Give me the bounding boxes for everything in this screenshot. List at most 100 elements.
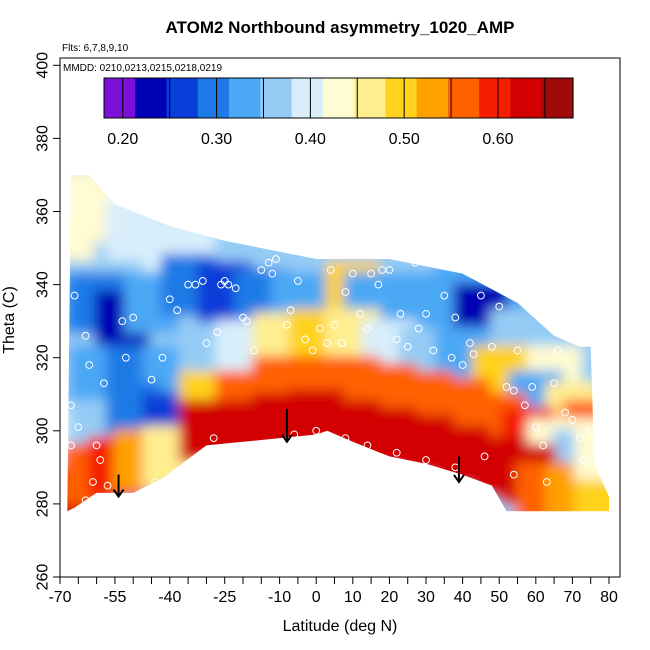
observation-point (341, 288, 350, 296)
observation-point (487, 342, 496, 351)
observation-point (308, 346, 317, 355)
observation-point (257, 266, 266, 274)
observation-point (579, 456, 588, 464)
observation-point (509, 470, 518, 479)
x-tick-label: -40 (158, 589, 181, 606)
observation-point (542, 478, 551, 486)
observation-point (356, 309, 365, 318)
flights-note: Flts: 6,7,8,9,10 (62, 43, 129, 54)
observation-point (447, 353, 456, 362)
observation-point (480, 452, 489, 461)
observation-point (264, 258, 273, 267)
heatmap-cell (574, 418, 610, 480)
observation-point (315, 324, 324, 333)
observation-point (385, 266, 394, 274)
observation-point (594, 441, 602, 450)
colorbar-swatch (229, 78, 261, 118)
observation-point (272, 255, 280, 263)
arrow-marker (281, 408, 293, 444)
observation-point (539, 441, 548, 450)
colorbar-tick-label: 0.30 (201, 131, 232, 148)
colorbar-tick-label: 0.20 (107, 131, 138, 148)
observation-point (477, 291, 485, 300)
observation-point (528, 383, 537, 391)
colorbar-tick-label: 0.60 (482, 131, 513, 148)
x-tick-label: 50 (490, 589, 508, 606)
observation-point (495, 302, 504, 311)
observation-point (294, 277, 302, 285)
observation-point (561, 408, 569, 417)
observation-point (568, 415, 577, 424)
observation-point (414, 324, 423, 333)
observation-point (466, 339, 474, 347)
dates-note: MMDD: 0210,0213,0215,0218,0219 (63, 63, 222, 74)
y-tick-label: 400 (35, 52, 52, 79)
y-tick-label: 260 (35, 564, 52, 591)
observation-point (286, 306, 295, 315)
observation-point (326, 266, 335, 274)
observation-point (74, 423, 83, 432)
colorbar-swatch (322, 78, 355, 118)
observation-point (118, 317, 127, 326)
observation-point (411, 258, 419, 267)
observation-point (67, 401, 75, 410)
colorbar: 0.20 0.30 0.40 0.50 0.60 (103, 77, 574, 148)
colorbar-swatch (385, 78, 418, 118)
observation-point (231, 284, 240, 293)
observation-point (250, 346, 258, 355)
observation-point (469, 350, 478, 358)
observation-point (290, 430, 299, 439)
observation-point (396, 309, 405, 318)
y-axis: 260 280 300 320 340 360 380 400 (35, 52, 61, 590)
observation-point (378, 266, 386, 274)
observation-point (81, 331, 90, 340)
colorbar-swatch (260, 78, 293, 118)
x-tick-label: 60 (527, 589, 545, 606)
colorbar-swatch (104, 78, 136, 118)
y-tick-label: 280 (35, 490, 52, 517)
observation-point (337, 339, 346, 347)
observation-point (191, 280, 200, 289)
observation-point (301, 335, 310, 344)
arrow-marker (453, 456, 465, 484)
observation-point (422, 309, 430, 318)
colorbar-frame (103, 77, 574, 119)
observation-point (312, 426, 321, 435)
observation-point (392, 448, 401, 457)
colorbar-swatch (354, 78, 386, 118)
observation-point (440, 291, 449, 300)
observation-point (173, 306, 182, 315)
observation-point (392, 335, 401, 344)
arrow-marker (112, 474, 125, 499)
observation-point (550, 379, 559, 388)
observation-point (209, 434, 218, 443)
observation-point (374, 280, 383, 289)
y-tick-label: 320 (35, 344, 52, 371)
observation-point (403, 342, 412, 351)
colorbar-swatch (541, 78, 574, 118)
chart-title: ATOM2 Northbound asymmetry_1020_AMP (166, 18, 515, 37)
observation-point (575, 434, 584, 443)
observation-point (283, 320, 291, 329)
x-tick-label: 20 (381, 589, 399, 606)
colorbar-swatch (135, 78, 168, 118)
observation-point (341, 434, 350, 443)
colorbar-swatch (166, 78, 199, 118)
observation-point (165, 295, 174, 304)
observation-point (458, 361, 467, 369)
observation-point (158, 353, 167, 362)
observation-point (363, 324, 372, 333)
observation-point (224, 280, 233, 289)
x-tick-label: 40 (454, 589, 472, 606)
observation-point (151, 478, 160, 486)
y-tick-label: 300 (35, 417, 52, 444)
observation-point (367, 269, 376, 278)
heatmap-cell (67, 175, 103, 232)
observation-point (363, 441, 372, 450)
x-tick-label: -10 (268, 589, 291, 606)
observation-point (121, 353, 130, 362)
observation-point (184, 280, 193, 289)
observation-point (586, 426, 595, 435)
observation-point (92, 441, 101, 450)
